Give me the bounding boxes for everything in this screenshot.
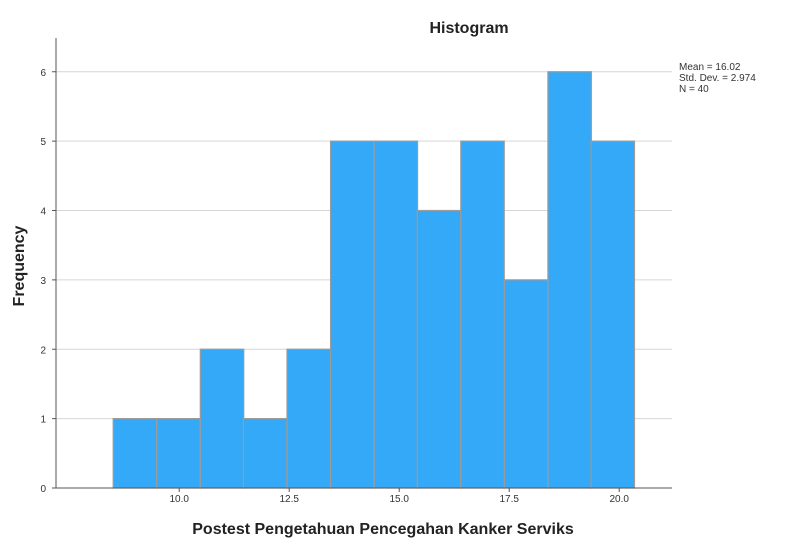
x-tick-label-1: 12.5 <box>279 494 299 505</box>
x-tick-label-2: 15.0 <box>389 494 409 505</box>
bar-1 <box>112 418 158 489</box>
x-tick-label-4: 20.0 <box>609 494 629 505</box>
bar-4 <box>242 418 288 489</box>
x-axis-label: Postest Pengetahuan Pencegahan Kanker Se… <box>192 521 574 538</box>
y-tick-label-0: 0 <box>40 484 46 495</box>
chart-title: Histogram <box>429 20 508 37</box>
stat-std-dev: Std. Dev. = 2.974 <box>679 73 756 84</box>
stat-mean: Mean = 16.02 <box>679 62 741 73</box>
bar-9 <box>460 140 505 489</box>
bar-8 <box>416 209 462 489</box>
y-tick-label-2: 2 <box>40 345 46 356</box>
axes <box>52 38 672 492</box>
y-tick-label-6: 6 <box>40 68 46 79</box>
y-axis-label: Frequency <box>11 225 28 306</box>
bar-3 <box>199 348 245 489</box>
x-tick-label-0: 10.0 <box>169 494 189 505</box>
bar-7 <box>373 140 419 489</box>
bar-12 <box>590 140 636 489</box>
bar-2 <box>156 418 201 489</box>
y-tick-label-4: 4 <box>40 207 46 218</box>
bar-5 <box>286 348 332 489</box>
y-tick-label-3: 3 <box>40 276 46 287</box>
y-tick-label-1: 1 <box>40 415 46 426</box>
stats-box: Mean = 16.02 Std. Dev. = 2.974 N = 40 <box>679 62 756 95</box>
tick-labels: 0 1 2 3 4 5 6 10.0 12.5 15.0 17.5 20.0 <box>40 68 629 505</box>
bars <box>112 71 636 489</box>
y-tick-label-5: 5 <box>40 137 46 148</box>
stat-n: N = 40 <box>679 84 709 95</box>
bar-11 <box>547 71 592 489</box>
x-tick-label-3: 17.5 <box>499 494 519 505</box>
bar-6 <box>329 140 375 489</box>
bar-10 <box>503 279 549 489</box>
